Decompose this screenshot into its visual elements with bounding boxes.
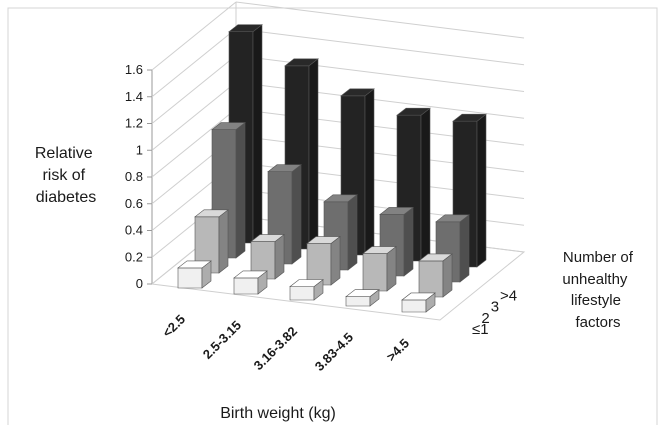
z-tick-label: >4	[500, 287, 517, 304]
bar-top	[289, 279, 324, 287]
x-tick-label: 3.83-4.5	[312, 330, 356, 374]
bar-2->4.5	[418, 253, 453, 298]
bar-front	[345, 296, 371, 307]
bar-side	[403, 206, 414, 277]
z-title-line-4: factors	[575, 314, 620, 331]
gridline-side	[151, 55, 237, 124]
bar-top	[396, 107, 431, 116]
y-tick-label: 1.4	[125, 89, 143, 104]
gridline-back	[235, 55, 525, 92]
z-title-line-1: Number of	[563, 249, 634, 266]
bar-top	[177, 260, 212, 269]
bar-≤1-<2.5	[177, 260, 212, 289]
bar-front	[233, 277, 259, 295]
chart-border	[7, 7, 658, 430]
gridline-side	[151, 1, 237, 71]
gridline-back	[235, 81, 525, 119]
bar-≤1-2.5-3.15	[233, 270, 268, 295]
y-tick-label: 0	[136, 276, 143, 291]
bar-top	[250, 234, 285, 242]
bar-3-2.5-3.15	[267, 164, 302, 265]
y-tick-label: 0.6	[125, 196, 143, 211]
y-tick-label: 1.2	[125, 116, 143, 131]
bar-front	[289, 286, 315, 301]
bar-side	[476, 113, 487, 268]
bar-top	[323, 194, 358, 203]
x-tick-label: <2.5	[159, 312, 188, 341]
bar-top	[306, 236, 341, 244]
bar-side	[235, 121, 246, 259]
bar-2-3.83-4.5	[362, 245, 397, 292]
y-axis-title: Relative risk of diabetes	[35, 145, 97, 206]
x-axis: <2.5 2.5-3.15 3.16-3.82 3.83-4.5 >4.5	[159, 312, 412, 374]
bar-2-3.16-3.82	[306, 235, 341, 286]
bar-side	[218, 209, 229, 274]
y-title-line-2: risk of	[42, 167, 85, 184]
bar-front	[362, 253, 388, 292]
z-title-line-2: unhealthy	[562, 271, 628, 288]
bar-side	[386, 245, 397, 292]
bar-front	[401, 299, 427, 313]
bar-side	[252, 24, 263, 244]
y-tick-label: 1	[136, 142, 143, 157]
bar-side	[459, 214, 470, 283]
bars	[177, 24, 487, 313]
x-axis-title: Birth weight (kg)	[220, 405, 336, 422]
bar-top	[362, 246, 397, 254]
bar-side	[330, 235, 341, 286]
bar-top	[233, 270, 268, 279]
y-tick-label: 0.8	[125, 169, 143, 184]
z-axis: ≤123>4	[472, 287, 517, 338]
gridline-back	[235, 28, 525, 66]
bar-top	[340, 88, 375, 97]
x-tick-label: 2.5-3.15	[200, 318, 244, 362]
bar-top	[418, 253, 453, 262]
bar-top	[452, 113, 487, 122]
z-tick-label: 3	[491, 299, 499, 316]
bar-top	[211, 122, 246, 130]
gridline-side	[151, 108, 237, 178]
bar-top	[228, 24, 263, 32]
bar-≤1-3.83-4.5	[345, 289, 380, 307]
z-axis-title: Number of unhealthy lifestyle factors	[562, 249, 637, 331]
z-tick-label: 2	[481, 310, 489, 327]
gridline-back	[235, 1, 525, 39]
bar-front	[306, 243, 332, 286]
y-axis: 0 0.2 0.4 0.6 0.8 1 1.2 1.4 1.6	[125, 62, 152, 291]
bar-top	[379, 207, 414, 215]
bar-side	[442, 253, 453, 298]
z-tick-label: ≤1	[472, 321, 489, 338]
bar-2-2.5-3.15	[250, 233, 285, 280]
y-title-line-3: diabetes	[36, 189, 97, 206]
gridline-side	[151, 81, 237, 151]
bar-side	[308, 58, 319, 250]
bar-top	[284, 58, 319, 67]
bar-top	[267, 164, 302, 173]
bar-top	[345, 289, 380, 297]
x-tick-label: 3.16-3.82	[251, 324, 300, 373]
bar-side	[420, 107, 431, 262]
bar-side	[364, 88, 375, 256]
bar-top	[435, 214, 470, 223]
gridline-side	[151, 28, 237, 98]
bar-top	[401, 292, 436, 301]
bar-side	[291, 164, 302, 265]
x-tick-label: >4.5	[383, 336, 412, 365]
y-tick-label: 0.4	[125, 223, 143, 238]
bar-top	[194, 209, 229, 218]
bar-front	[177, 267, 203, 289]
bar-≤1-3.16-3.82	[289, 279, 324, 301]
y-tick-label: 1.6	[125, 62, 143, 77]
y-tick-label: 0.2	[125, 249, 143, 264]
bar-side	[347, 194, 358, 271]
y-title-line-1: Relative	[35, 145, 93, 162]
bar-side	[274, 233, 285, 280]
bar-front	[418, 260, 444, 298]
bar-2-<2.5	[194, 209, 229, 274]
z-title-line-3: lifestyle	[571, 292, 621, 309]
bar-≤1->4.5	[401, 292, 436, 313]
